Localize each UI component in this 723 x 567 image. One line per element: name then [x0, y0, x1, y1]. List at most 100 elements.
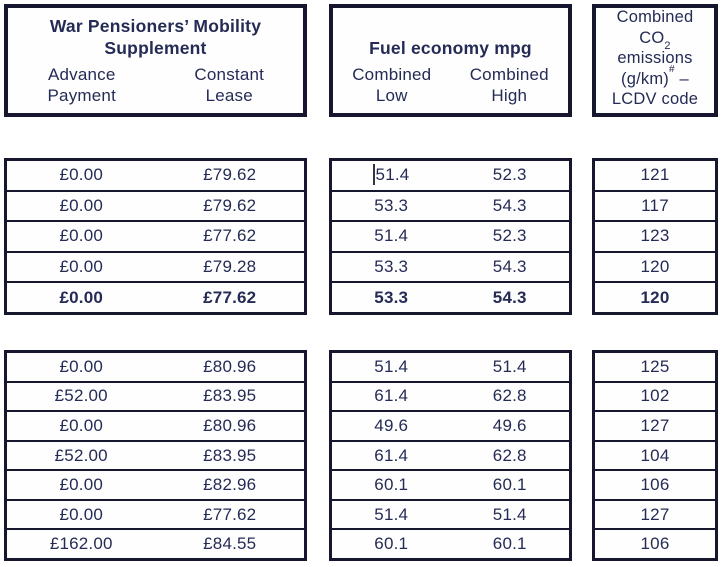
text-cursor — [373, 163, 375, 185]
cell-advance: £0.00 — [59, 504, 104, 524]
table-row: 117 — [595, 189, 715, 221]
co2-table-group2: 125 102 127 104 106 127 106 — [592, 350, 718, 561]
header-war-pensioners-mobility-supplement: War Pensioners’ Mobility Supplement Adva… — [4, 4, 307, 117]
wpms-subheaders: Advance Payment Constant Lease — [8, 64, 303, 106]
cell-lease: £77.62 — [203, 287, 257, 307]
cell-high: 60.1 — [492, 534, 527, 554]
table-row: 61.4 62.8 — [332, 380, 569, 411]
co2-table-group1: 121 117 123 120 120 — [592, 158, 718, 315]
wpms-table-group1: £0.00 £79.62 £0.00 £79.62 £0.00 £77.62 £0.00 £7… — [4, 158, 307, 315]
table-row: 53.3 54.3 — [332, 281, 569, 312]
lease-label-line1: Constant — [194, 65, 265, 84]
cell-high: 51.4 — [492, 504, 527, 524]
cell-lease: £83.95 — [203, 386, 257, 406]
header-fuel-economy: Fuel economy mpg Combined Low Combined H… — [329, 4, 572, 117]
cell-low: 61.4 — [374, 445, 409, 465]
hash-superscript: # — [669, 64, 675, 76]
co2-label-line4: (g/km)# – — [621, 65, 689, 90]
table-row: £52.00 £83.95 — [7, 439, 304, 470]
cell-advance: £0.00 — [59, 287, 104, 307]
table-row: 49.6 49.6 — [332, 410, 569, 440]
cell-low: 53.3 — [374, 287, 409, 307]
combined-high-label-line2: High — [491, 86, 528, 105]
cell-co2: 121 — [640, 165, 670, 185]
table-row: 127 — [595, 410, 715, 440]
cell-lease: £80.96 — [203, 356, 257, 376]
table-row: 106 — [595, 528, 715, 558]
cell-low: 53.3 — [374, 257, 409, 277]
table-row: 51.4 51.4 — [332, 353, 569, 381]
table-row: 125 — [595, 353, 715, 381]
table-row: 61.4 62.8 — [332, 439, 569, 470]
cell-co2: 102 — [640, 386, 670, 406]
wpms-table-group2: £0.00 £80.96 £52.00 £83.95 £0.00 £80.96 £52.00… — [4, 350, 307, 561]
cell-lease: £77.62 — [203, 226, 257, 246]
cell-low: 51.4 — [374, 356, 409, 376]
cell-advance: £52.00 — [54, 386, 108, 406]
table-row: 104 — [595, 439, 715, 470]
cell-lease: £83.95 — [203, 445, 257, 465]
fuel-title: Fuel economy mpg — [369, 38, 532, 58]
advance-label-line1: Advance — [47, 65, 116, 84]
lease-label-line2: Lease — [205, 86, 253, 105]
co2-subscript: 2 — [664, 40, 671, 53]
cell-advance: £0.00 — [59, 415, 104, 435]
table-row: £0.00 £77.62 — [7, 281, 304, 312]
table-row: £0.00 £77.62 — [7, 498, 304, 529]
wpms-title: War Pensioners’ Mobility Supplement — [50, 15, 261, 59]
table-row: £0.00 £80.96 — [7, 410, 304, 440]
table-row: 51.4 51.4 — [332, 498, 569, 529]
wpms-title-line1: War Pensioners’ Mobility — [49, 16, 262, 36]
column-header-combined-low: Combined Low — [333, 64, 451, 106]
table-row: 51.4 52.3 — [332, 161, 569, 190]
cell-low: 51.4 — [374, 226, 409, 246]
cell-lease: £84.55 — [203, 534, 257, 554]
cell-advance: £0.00 — [59, 257, 104, 277]
table-row: 51.4 52.3 — [332, 220, 569, 251]
cell-lease: £77.62 — [203, 504, 257, 524]
cell-advance: £0.00 — [59, 356, 104, 376]
cell-advance: £0.00 — [59, 226, 104, 246]
cell-high: 51.4 — [492, 356, 527, 376]
column-header-advance-payment: Advance Payment — [8, 64, 156, 106]
cell-low: 53.3 — [374, 195, 409, 215]
table-row: 60.1 60.1 — [332, 528, 569, 558]
fuel-subheaders: Combined Low Combined High — [333, 64, 568, 106]
table-row: 60.1 60.1 — [332, 469, 569, 499]
co2-text: CO — [639, 28, 665, 47]
column-header-combined-high: Combined High — [451, 64, 569, 106]
cell-high: 54.3 — [492, 287, 527, 307]
cell-co2: 127 — [640, 415, 670, 435]
table-row: 123 — [595, 220, 715, 251]
wpms-title-line2: Supplement — [104, 38, 207, 58]
cell-low: 60.1 — [374, 475, 409, 495]
table-row: £0.00 £77.62 — [7, 220, 304, 251]
cell-low: 51.4 — [332, 163, 451, 185]
cell-advance: £0.00 — [59, 195, 104, 215]
table-row: 120 — [595, 281, 715, 312]
cell-advance: £162.00 — [49, 534, 113, 554]
table-row: £0.00 £82.96 — [7, 469, 304, 499]
cell-advance: £52.00 — [54, 445, 108, 465]
combined-low-label-line1: Combined — [352, 65, 432, 84]
cell-high: 52.3 — [492, 165, 527, 185]
table-row: £0.00 £80.96 — [7, 353, 304, 381]
cell-high: 52.3 — [492, 226, 527, 246]
co2-label-line1: Combined — [616, 8, 694, 27]
table-row: 106 — [595, 469, 715, 499]
co2-label-line2: CO2 — [639, 28, 671, 53]
cell-low: 51.4 — [374, 504, 409, 524]
cell-lease: £79.28 — [203, 257, 257, 277]
cell-lease: £82.96 — [203, 475, 257, 495]
cell-lease: £80.96 — [203, 415, 257, 435]
dash-text: – — [674, 69, 689, 88]
co2-label-line3: emissions — [617, 49, 693, 68]
co2-label-line5: LCDV code — [611, 90, 699, 109]
table-row: 53.3 54.3 — [332, 189, 569, 221]
combined-low-label-line2: Low — [375, 86, 408, 105]
cell-high: 62.8 — [492, 386, 527, 406]
cell-co2: 123 — [640, 226, 670, 246]
cell-co2: 104 — [640, 445, 670, 465]
table-row: 121 — [595, 161, 715, 190]
